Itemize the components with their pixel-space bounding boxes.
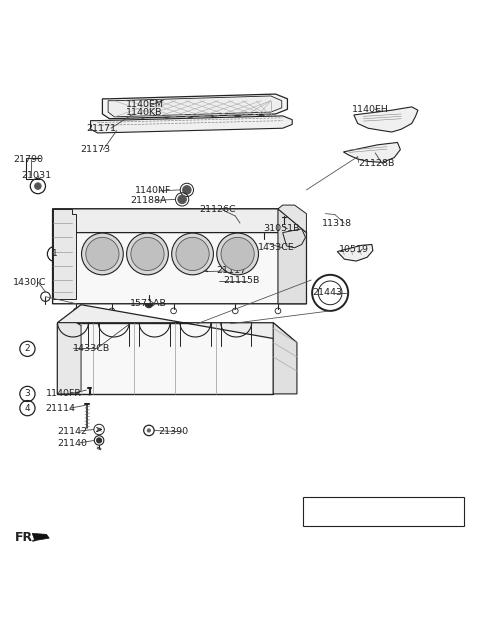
Ellipse shape xyxy=(82,233,123,275)
Circle shape xyxy=(127,321,133,327)
Text: 1433CB: 1433CB xyxy=(73,344,110,354)
Text: THE NO. 21110B :: THE NO. 21110B : xyxy=(309,511,396,522)
Circle shape xyxy=(206,269,212,275)
Text: 31051B: 31051B xyxy=(263,225,299,233)
Text: 21140: 21140 xyxy=(57,439,87,448)
Circle shape xyxy=(140,99,145,105)
Text: 21188A: 21188A xyxy=(130,196,167,205)
Circle shape xyxy=(178,195,186,204)
Circle shape xyxy=(235,99,240,105)
Text: FR.: FR. xyxy=(15,530,38,544)
Ellipse shape xyxy=(172,233,214,275)
Text: 21117: 21117 xyxy=(216,266,246,275)
Polygon shape xyxy=(343,142,400,162)
Text: 21173: 21173 xyxy=(80,145,110,154)
Text: NOTE: NOTE xyxy=(322,501,348,511)
Circle shape xyxy=(259,99,264,105)
Text: 21126C: 21126C xyxy=(200,205,236,214)
Circle shape xyxy=(187,99,193,105)
Circle shape xyxy=(35,183,41,190)
Polygon shape xyxy=(91,116,292,133)
Polygon shape xyxy=(108,96,282,117)
Polygon shape xyxy=(283,229,305,248)
Text: 21443: 21443 xyxy=(312,288,342,298)
Circle shape xyxy=(164,113,169,118)
Ellipse shape xyxy=(127,233,168,275)
Ellipse shape xyxy=(131,237,164,270)
Polygon shape xyxy=(273,322,297,394)
Polygon shape xyxy=(57,305,297,343)
Polygon shape xyxy=(278,205,306,233)
Text: 21390: 21390 xyxy=(158,427,189,436)
Text: 1140EM: 1140EM xyxy=(126,100,164,109)
Circle shape xyxy=(261,238,267,245)
Text: 1433CE: 1433CE xyxy=(258,244,295,252)
Circle shape xyxy=(151,321,158,327)
Text: 21171: 21171 xyxy=(86,124,116,133)
Polygon shape xyxy=(32,534,49,541)
Text: 1140NF: 1140NF xyxy=(135,186,171,195)
Ellipse shape xyxy=(221,237,254,270)
Circle shape xyxy=(211,113,217,118)
Circle shape xyxy=(116,99,122,105)
Text: 1140FR: 1140FR xyxy=(46,389,82,398)
Ellipse shape xyxy=(86,237,119,270)
Circle shape xyxy=(86,388,93,395)
Text: 4: 4 xyxy=(24,404,30,413)
Text: ①: ① xyxy=(393,511,402,522)
Text: 10519: 10519 xyxy=(339,245,369,254)
Text: 2: 2 xyxy=(24,344,30,354)
Ellipse shape xyxy=(176,237,209,270)
Circle shape xyxy=(182,186,191,194)
Polygon shape xyxy=(354,107,418,132)
Circle shape xyxy=(235,113,240,118)
Text: 21142: 21142 xyxy=(57,427,87,436)
Circle shape xyxy=(164,99,169,105)
Text: 21128B: 21128B xyxy=(359,159,395,169)
Polygon shape xyxy=(337,244,373,261)
Text: 1: 1 xyxy=(52,249,58,258)
Polygon shape xyxy=(102,94,288,119)
Polygon shape xyxy=(57,322,81,394)
Ellipse shape xyxy=(217,233,259,275)
Polygon shape xyxy=(57,322,273,394)
Circle shape xyxy=(96,438,101,443)
Circle shape xyxy=(145,300,153,308)
Text: 1140EH: 1140EH xyxy=(351,105,388,114)
Text: 3: 3 xyxy=(24,389,30,398)
Circle shape xyxy=(116,113,122,118)
Text: 21115B: 21115B xyxy=(223,277,260,286)
Text: ~: ~ xyxy=(403,511,411,522)
Circle shape xyxy=(280,224,287,230)
Circle shape xyxy=(212,279,216,284)
FancyBboxPatch shape xyxy=(302,497,465,526)
Circle shape xyxy=(147,429,150,432)
Text: ④: ④ xyxy=(409,511,418,522)
Text: 21790: 21790 xyxy=(13,155,43,163)
Polygon shape xyxy=(53,209,76,299)
Text: 21031: 21031 xyxy=(22,171,52,180)
Text: 11318: 11318 xyxy=(322,219,352,228)
Circle shape xyxy=(259,113,264,118)
Circle shape xyxy=(211,99,217,105)
Circle shape xyxy=(187,113,193,118)
Text: 21114: 21114 xyxy=(46,404,75,413)
Polygon shape xyxy=(53,209,306,304)
Text: 1430JC: 1430JC xyxy=(13,278,47,287)
Polygon shape xyxy=(278,209,306,304)
Polygon shape xyxy=(53,209,306,233)
Text: 1140KB: 1140KB xyxy=(126,108,163,117)
Circle shape xyxy=(98,429,100,431)
Circle shape xyxy=(140,113,145,118)
Text: 1571AB: 1571AB xyxy=(130,300,167,308)
